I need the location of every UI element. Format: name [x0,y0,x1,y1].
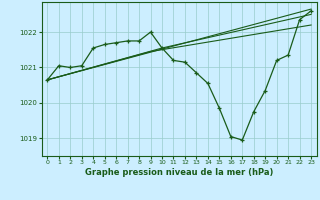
X-axis label: Graphe pression niveau de la mer (hPa): Graphe pression niveau de la mer (hPa) [85,168,273,177]
